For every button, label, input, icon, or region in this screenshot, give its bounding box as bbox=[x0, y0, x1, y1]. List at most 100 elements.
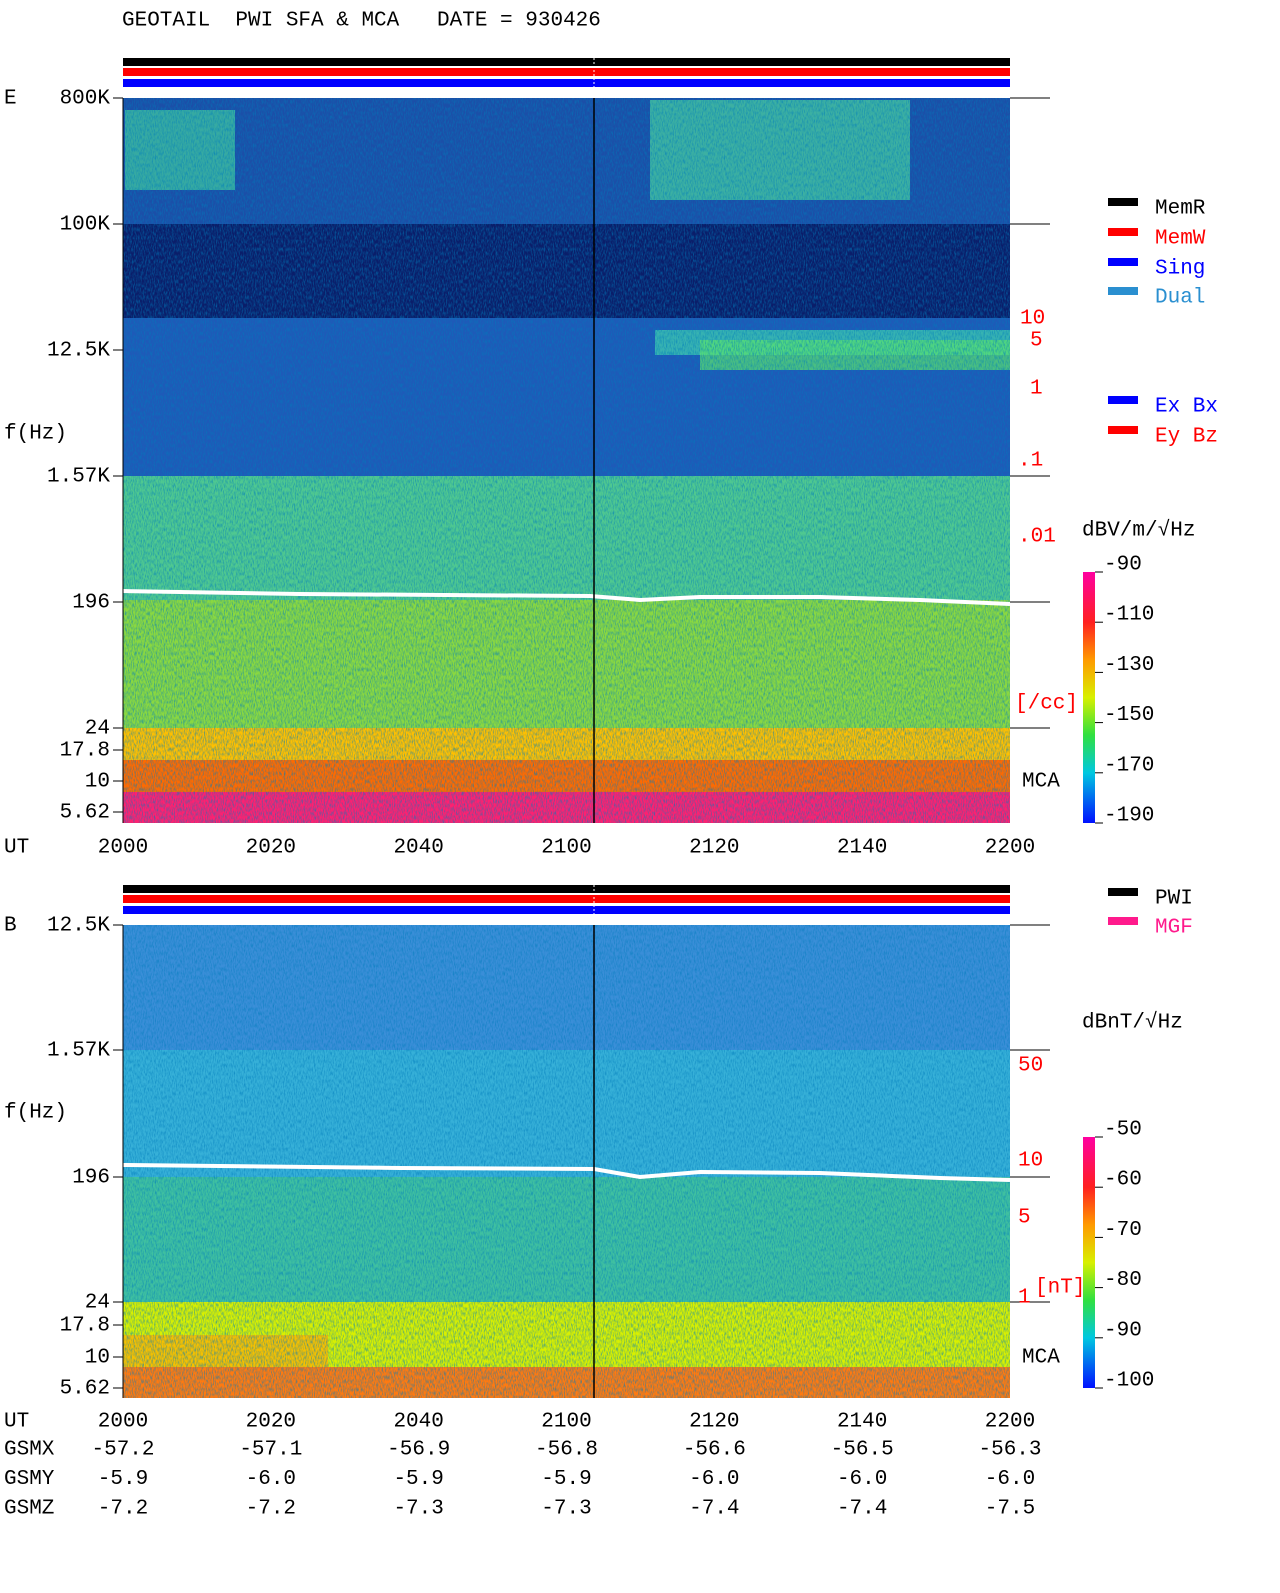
legend-label: PWI bbox=[1155, 888, 1193, 911]
y-tick-label: 17.8 bbox=[60, 1315, 110, 1338]
y-tick-label: 12.5K bbox=[47, 340, 110, 363]
colorbar-title: dBnT/√Hz bbox=[1082, 1011, 1183, 1035]
colorbar bbox=[1083, 572, 1095, 823]
status-bar bbox=[123, 79, 1010, 87]
legend-label: MemW bbox=[1155, 228, 1206, 251]
orbit-value: -57.1 bbox=[239, 1439, 302, 1462]
legend-label: Ex Bx bbox=[1155, 396, 1218, 419]
y-axis-title: f(Hz) bbox=[4, 1102, 67, 1125]
y-tick-label: 5.62 bbox=[60, 802, 110, 825]
orbit-value: -7.4 bbox=[689, 1498, 739, 1521]
orbit-value: -5.9 bbox=[541, 1468, 591, 1491]
x-tick-label: 2140 bbox=[837, 1411, 887, 1434]
colorbar-label: -90 bbox=[1104, 1319, 1142, 1342]
legend-swatch bbox=[1108, 917, 1138, 925]
colorbar-label: -110 bbox=[1104, 604, 1154, 627]
status-bar bbox=[123, 58, 1010, 66]
x-tick-label: 2000 bbox=[98, 1411, 148, 1434]
density-label: 10 bbox=[1020, 308, 1045, 331]
x-axis-title: UT bbox=[4, 1411, 29, 1434]
spectrogram-grain bbox=[123, 98, 1010, 823]
orbit-value: -57.2 bbox=[91, 1439, 154, 1462]
colorbar-label: -60 bbox=[1104, 1169, 1142, 1192]
y-tick-label: 196 bbox=[72, 1167, 110, 1190]
orbit-label: GSMZ bbox=[4, 1498, 54, 1521]
legend-label: Sing bbox=[1155, 258, 1205, 281]
y-tick-label: 10 bbox=[85, 771, 110, 794]
y-tick-label: 196 bbox=[72, 592, 110, 615]
colorbar bbox=[1083, 1137, 1095, 1388]
colorbar-label: -70 bbox=[1104, 1219, 1142, 1242]
y-tick-label: 12.5K bbox=[47, 915, 110, 938]
colorbar-title: dBV/m/√Hz bbox=[1082, 519, 1195, 543]
x-tick-label: 2020 bbox=[246, 837, 296, 860]
legend-label: MemR bbox=[1155, 198, 1206, 221]
orbit-value: -7.3 bbox=[541, 1498, 591, 1521]
y-tick-label: 800K bbox=[60, 88, 111, 111]
panel-label: E bbox=[4, 88, 17, 111]
colorbar-label: -80 bbox=[1104, 1269, 1142, 1292]
cyclotron-line bbox=[122, 589, 1011, 606]
x-tick-label: 2120 bbox=[689, 837, 739, 860]
density-label: [nT] bbox=[1035, 1277, 1085, 1300]
legend-label: MGF bbox=[1155, 917, 1193, 940]
orbit-value: -7.4 bbox=[837, 1498, 887, 1521]
orbit-value: -56.5 bbox=[831, 1439, 894, 1462]
legend-swatch bbox=[1108, 228, 1138, 236]
orbit-value: -5.9 bbox=[393, 1468, 443, 1491]
density-label: 5 bbox=[1030, 330, 1043, 353]
density-label: 5 bbox=[1018, 1207, 1031, 1230]
colorbar-label: -170 bbox=[1104, 754, 1154, 777]
x-tick-label: 2100 bbox=[541, 837, 591, 860]
orbit-value: -7.2 bbox=[246, 1498, 296, 1521]
density-label: 1 bbox=[1018, 1287, 1031, 1310]
legend-swatch bbox=[1108, 426, 1138, 434]
orbit-value: -56.9 bbox=[387, 1439, 450, 1462]
legend-swatch bbox=[1108, 287, 1138, 295]
orbit-value: -56.6 bbox=[683, 1439, 746, 1462]
colorbar-label: -50 bbox=[1104, 1119, 1142, 1142]
x-tick-label: 2200 bbox=[985, 837, 1035, 860]
density-label: 1 bbox=[1030, 378, 1043, 401]
x-tick-label: 2000 bbox=[98, 837, 148, 860]
panel-label: B bbox=[4, 915, 17, 938]
colorbar-label: -190 bbox=[1104, 805, 1154, 828]
x-tick-label: 2140 bbox=[837, 837, 887, 860]
x-tick-label: 2040 bbox=[393, 837, 443, 860]
legend-swatch bbox=[1108, 258, 1138, 266]
x-tick-label: 2120 bbox=[689, 1411, 739, 1434]
orbit-value: -6.0 bbox=[246, 1468, 296, 1491]
y-tick-label: 10 bbox=[85, 1347, 110, 1370]
y-tick-label: 1.57K bbox=[47, 466, 110, 489]
orbit-value: -6.0 bbox=[689, 1468, 739, 1491]
legend-swatch bbox=[1108, 198, 1138, 206]
orbit-value: -7.3 bbox=[393, 1498, 443, 1521]
orbit-value: -6.0 bbox=[837, 1468, 887, 1491]
orbit-value: -56.8 bbox=[535, 1439, 598, 1462]
x-axis-title: UT bbox=[4, 837, 29, 860]
orbit-value: -5.9 bbox=[98, 1468, 148, 1491]
x-tick-label: 2200 bbox=[985, 1411, 1035, 1434]
density-label: [/cc] bbox=[1015, 693, 1078, 716]
density-label: .01 bbox=[1018, 526, 1056, 549]
colorbar-label: -150 bbox=[1104, 704, 1154, 727]
status-bar bbox=[123, 68, 1010, 76]
cyclotron-line bbox=[122, 1163, 1011, 1182]
y-axis-title: f(Hz) bbox=[4, 423, 67, 446]
orbit-value: -6.0 bbox=[985, 1468, 1035, 1491]
status-bar bbox=[123, 885, 1010, 893]
legend-label: Dual bbox=[1155, 287, 1205, 310]
orbit-label: GSMY bbox=[4, 1468, 55, 1491]
x-tick-label: 2100 bbox=[541, 1411, 591, 1434]
x-tick-label: 2020 bbox=[246, 1411, 296, 1434]
y-tick-label: 17.8 bbox=[60, 740, 110, 763]
orbit-value: -7.5 bbox=[985, 1498, 1035, 1521]
legend-swatch bbox=[1108, 888, 1138, 896]
mca-label: MCA bbox=[1022, 1347, 1060, 1370]
y-tick-label: 100K bbox=[60, 214, 111, 237]
y-tick-label: 24 bbox=[85, 718, 110, 741]
density-label: 10 bbox=[1018, 1150, 1043, 1173]
colorbar-label: -100 bbox=[1104, 1370, 1154, 1393]
mca-label: MCA bbox=[1022, 771, 1060, 794]
